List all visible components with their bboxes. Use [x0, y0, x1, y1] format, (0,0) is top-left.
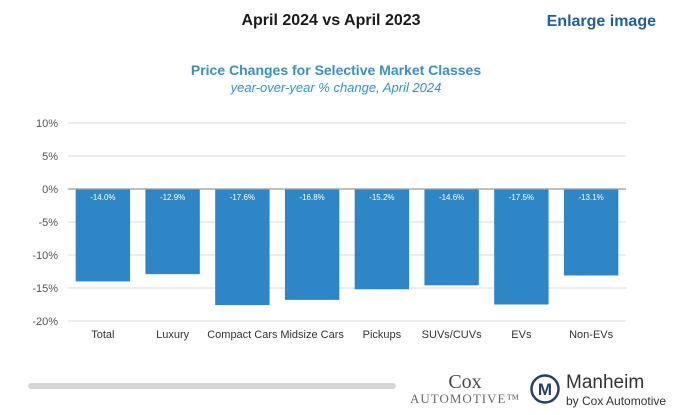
bar-data-label: -12.9% — [160, 193, 185, 202]
bar-data-label: -15.2% — [369, 193, 394, 202]
bar-data-label: -13.1% — [578, 193, 603, 202]
bar-data-label: -17.5% — [509, 193, 534, 202]
manheim-logo: M Manheim by Cox Automotive — [530, 372, 670, 408]
x-tick-label: Total — [91, 329, 114, 341]
y-tick-label: 10% — [36, 118, 58, 130]
chart-title: Price Changes for Selective Market Class… — [191, 62, 481, 78]
bar — [494, 189, 549, 305]
bar — [215, 189, 270, 306]
y-tick-label: -20% — [32, 316, 58, 328]
y-axis-ticks: 10% 5% 0% -5% -10% -15% -20% — [32, 118, 58, 328]
bars — [75, 189, 619, 306]
chart-subtitle: year-over-year % change, April 2024 — [230, 80, 442, 95]
x-tick-label: Luxury — [156, 329, 190, 341]
x-tick-label: Pickups — [363, 329, 402, 341]
bar-data-label: -14.0% — [90, 193, 115, 202]
x-axis-ticks: Total Luxury Compact Cars Midsize Cars Picku… — [91, 329, 613, 341]
bar — [354, 189, 410, 290]
page-title: April 2024 vs April 2023 — [241, 12, 421, 29]
horizontal-scrollbar[interactable] — [28, 383, 396, 389]
bar — [145, 189, 200, 275]
data-labels: -14.0% -12.9% -17.6% -16.8% -15.2% -14.6% -17.… — [90, 193, 604, 202]
cox-logo-subword: AUTOMOTIVE™ — [410, 391, 521, 406]
bar — [563, 189, 619, 276]
x-tick-label: Non-EVs — [569, 329, 614, 341]
y-tick-label: 5% — [42, 151, 58, 163]
x-tick-label: EVs — [511, 329, 532, 341]
bar — [75, 189, 131, 282]
enlarge-image-link[interactable]: Enlarge image — [546, 13, 656, 30]
bar — [424, 189, 479, 286]
manheim-name: Manheim — [566, 372, 645, 393]
cox-automotive-logo: Cox AUTOMOTIVE™ — [410, 372, 520, 406]
bar-data-label: -17.6% — [230, 193, 255, 202]
cox-logo-word: Cox — [448, 371, 482, 393]
y-tick-label: -5% — [38, 217, 58, 229]
y-tick-label: -15% — [32, 283, 58, 295]
bar-data-label: -14.6% — [439, 193, 464, 202]
bar-chart: Price Changes for Selective Market Class… — [32, 62, 626, 341]
x-tick-label: Compact Cars — [207, 329, 278, 341]
x-tick-label: Midsize Cars — [280, 329, 344, 341]
manheim-badge-icon: M — [530, 374, 560, 404]
bar-data-label: -16.8% — [299, 193, 324, 202]
bar — [284, 189, 340, 300]
y-tick-label: -10% — [32, 250, 58, 262]
chart-container: Price Changes for Selective Market Class… — [20, 50, 656, 370]
x-tick-label: SUVs/CUVs — [422, 329, 482, 341]
manheim-badge-letter: M — [538, 380, 552, 399]
manheim-subtitle: by Cox Automotive — [566, 394, 667, 408]
y-tick-label: 0% — [42, 184, 58, 196]
